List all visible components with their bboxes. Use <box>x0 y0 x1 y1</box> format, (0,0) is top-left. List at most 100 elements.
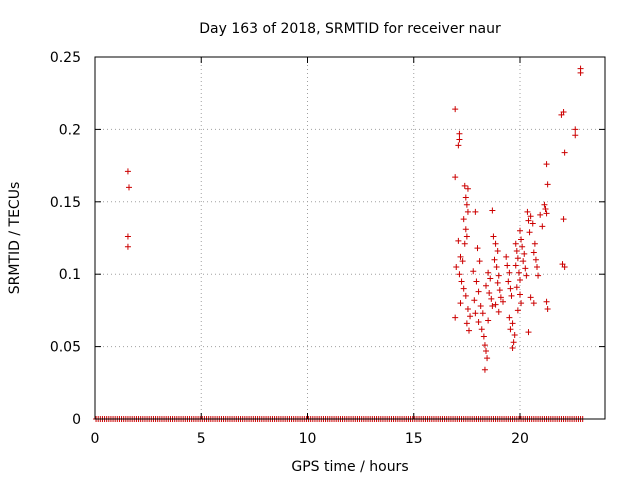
y-tick-label: 0.05 <box>50 340 81 356</box>
data-point <box>542 206 549 213</box>
data-point <box>537 211 544 218</box>
data-point <box>493 263 500 270</box>
data-point <box>460 285 467 292</box>
data-point <box>463 320 470 327</box>
data-point <box>472 310 479 317</box>
data-point <box>521 250 528 257</box>
data-point <box>497 294 504 301</box>
data-point <box>508 292 515 299</box>
data-point <box>560 216 567 223</box>
data-point <box>513 248 520 255</box>
y-tick-label: 0.2 <box>59 122 81 138</box>
data-point <box>457 300 464 307</box>
data-point <box>126 184 132 191</box>
data-point <box>543 161 550 168</box>
data-point <box>464 208 471 215</box>
data-point <box>124 233 131 240</box>
data-point <box>506 314 513 321</box>
data-point <box>500 298 506 305</box>
data-point <box>572 132 579 139</box>
data-point <box>485 317 492 324</box>
data-point <box>461 182 468 189</box>
data-point <box>543 298 550 305</box>
data-point <box>506 269 513 276</box>
data-point <box>509 320 516 327</box>
data-point <box>489 207 496 214</box>
data-point <box>487 275 494 282</box>
data-point <box>473 278 480 285</box>
data-point <box>520 258 527 265</box>
data-point <box>530 249 537 256</box>
data-point <box>456 130 463 137</box>
data-point <box>510 339 517 346</box>
data-point <box>462 194 469 201</box>
data-point <box>577 69 584 76</box>
data-point <box>513 284 520 291</box>
data-point <box>483 347 489 354</box>
data-point <box>462 226 469 233</box>
chart-title: Day 163 of 2018, SRMTID for receiver nau… <box>199 21 501 37</box>
data-point <box>522 265 529 272</box>
data-point <box>517 227 523 234</box>
data-point <box>494 279 501 286</box>
data-point <box>541 201 548 208</box>
data-point <box>494 248 501 255</box>
data-point <box>478 326 485 333</box>
data-point <box>518 300 525 307</box>
data-point <box>452 174 459 181</box>
x-tick-label: 15 <box>405 431 423 447</box>
data-point <box>452 106 459 113</box>
data-point <box>124 168 131 175</box>
plot-frame <box>94 56 606 420</box>
data-point <box>486 290 493 297</box>
data-point <box>477 303 484 310</box>
data-point <box>514 255 521 262</box>
data-point <box>496 287 503 294</box>
data-point <box>504 262 511 269</box>
data-point <box>512 262 519 269</box>
x-tick-label: 20 <box>511 431 529 447</box>
data-point <box>519 243 526 250</box>
data-point <box>461 240 468 247</box>
data-point <box>467 313 474 320</box>
y-axis-label: SRMTID / TECUs <box>7 182 23 295</box>
data-point <box>466 327 472 334</box>
data-point <box>455 237 462 244</box>
data-point <box>491 256 498 263</box>
data-point <box>527 213 534 220</box>
data-point <box>457 253 464 260</box>
data-point <box>463 201 470 208</box>
data-point <box>525 217 532 224</box>
data-point <box>531 240 538 247</box>
data-point <box>534 263 540 270</box>
data-point <box>483 282 489 289</box>
data-point <box>463 233 470 240</box>
data-point <box>532 256 539 263</box>
data-point <box>490 233 497 240</box>
data-point <box>492 240 499 247</box>
data-point <box>525 329 532 336</box>
data-point <box>488 295 495 302</box>
data-point <box>517 276 523 283</box>
y-tick-label: 0.1 <box>59 267 81 283</box>
y-tick-label: 0 <box>72 412 81 428</box>
axis-ticks <box>94 56 605 420</box>
data-point <box>523 272 530 279</box>
data-point <box>561 263 568 270</box>
data-point <box>484 355 491 362</box>
data-point <box>456 136 463 143</box>
data-point <box>464 305 471 312</box>
data-point <box>489 303 496 310</box>
data-point <box>462 292 469 299</box>
data-point <box>561 149 568 156</box>
data-point <box>507 285 514 292</box>
data-point <box>517 291 523 298</box>
data-point <box>476 258 483 265</box>
data-point <box>515 269 522 276</box>
data-point <box>464 185 471 192</box>
data-point <box>530 300 537 307</box>
data-points <box>93 65 586 422</box>
grid-lines <box>95 57 605 419</box>
data-point <box>511 332 518 339</box>
data-point <box>509 345 516 352</box>
